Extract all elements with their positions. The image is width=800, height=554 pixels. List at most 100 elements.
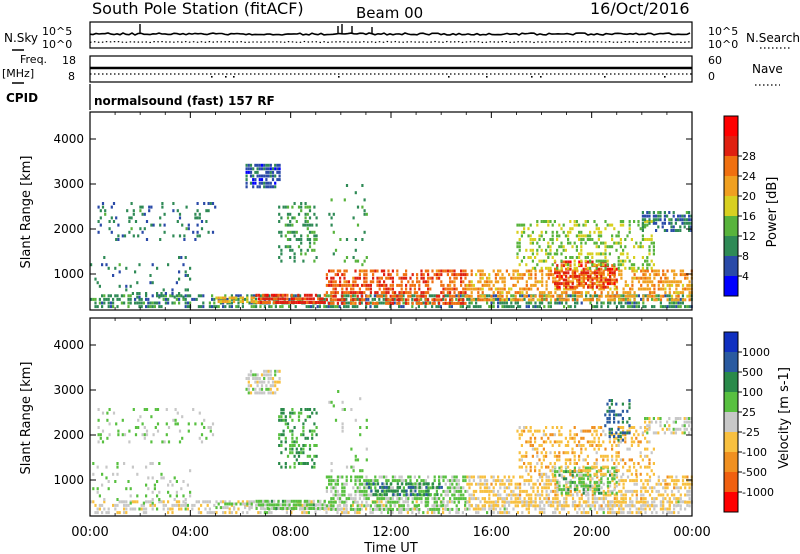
echo-cell [470,301,473,305]
echo-cell [578,234,581,238]
echo-cell [598,267,601,271]
echo-cell [271,167,275,171]
echo-cell [142,511,145,515]
echo-cell [532,504,535,508]
echo-cell [534,273,537,277]
echo-cell [595,444,598,447]
echo-cell [252,167,255,171]
echo-cell [589,285,592,289]
echo-cell [626,420,629,424]
echo-cell [569,294,572,298]
echo-cell [378,283,381,287]
echo-cell [398,475,401,479]
echo-cell [540,266,543,270]
echo-cell [541,269,544,273]
echo-cell [466,283,469,287]
echo-cell [598,273,601,277]
echo-cell [646,465,649,469]
echo-cell [418,287,421,291]
echo-cell [499,301,502,305]
echo-cell [204,507,207,511]
echo-cell [394,500,397,504]
echo-cell [648,252,651,256]
echo-cell [468,493,471,497]
echo-cell [277,297,280,301]
echo-cell [420,273,423,277]
echo-cell [457,273,460,277]
echo-cell [365,500,368,504]
echo-cell [593,294,596,298]
echo-cell [586,256,589,259]
echo-cell [284,245,287,249]
echo-cell [107,480,110,483]
echo-cell [278,380,281,384]
echo-cell [417,305,420,309]
echo-cell [334,273,337,277]
echo-cell [631,305,634,309]
echo-cell [508,500,511,504]
echo-cell [192,230,195,234]
echo-cell [343,305,346,309]
echo-cell [369,301,372,305]
echo-cell [402,500,405,504]
echo-cell [523,426,526,429]
echo-cell [593,230,596,234]
echo-cell [156,480,159,483]
echo-cell [433,504,436,508]
echo-cell [646,489,649,493]
echo-cell [263,185,266,189]
echo-cell [565,301,568,305]
echo-cell [376,305,379,309]
echo-cell [547,497,550,501]
echo-cell [563,507,566,511]
echo-cell [262,293,265,297]
echo-cell [554,269,557,273]
echo-cell [267,170,270,174]
echo-cell [529,223,532,227]
echo-cell [269,384,272,388]
echo-cell [141,205,144,209]
echo-cell [315,216,318,220]
echo-cell [151,490,154,494]
echo-cell [584,267,587,271]
echo-cell [549,266,552,270]
echo-cell [575,256,578,259]
echo-cell [591,440,594,444]
echo-cell [280,444,283,447]
echo-cell [263,174,266,178]
echo-cell [345,504,348,508]
echo-cell [300,462,303,465]
echo-cell [319,507,322,510]
echo-cell [117,429,120,433]
echo-cell [688,493,691,497]
echo-cell [518,436,521,440]
echo-cell [688,479,691,483]
echo-cell [569,287,572,291]
echo-cell [510,493,513,497]
echo-cell [457,493,460,497]
echo-cell [427,298,430,302]
echo-cell [492,283,495,287]
echo-cell [265,185,268,189]
echo-cell [363,198,366,202]
echo-cell [175,297,178,301]
echo-cell [118,284,121,288]
echo-cell [200,422,204,426]
echo-cell [653,497,656,501]
echo-cell [565,278,568,282]
echo-cell [270,305,273,309]
echo-cell [358,276,361,280]
echo-cell [345,269,348,273]
echo-cell [404,500,407,504]
echo-cell [597,436,600,440]
echo-cell [263,369,266,373]
echo-cell [385,291,388,295]
echo-cell [540,465,543,469]
echo-cell [306,301,309,304]
echo-cell [611,475,614,479]
echo-cell [291,408,294,411]
echo-cell [571,451,574,455]
echo-cell [123,500,126,504]
echo-cell [677,479,680,483]
echo-cell [400,291,403,295]
